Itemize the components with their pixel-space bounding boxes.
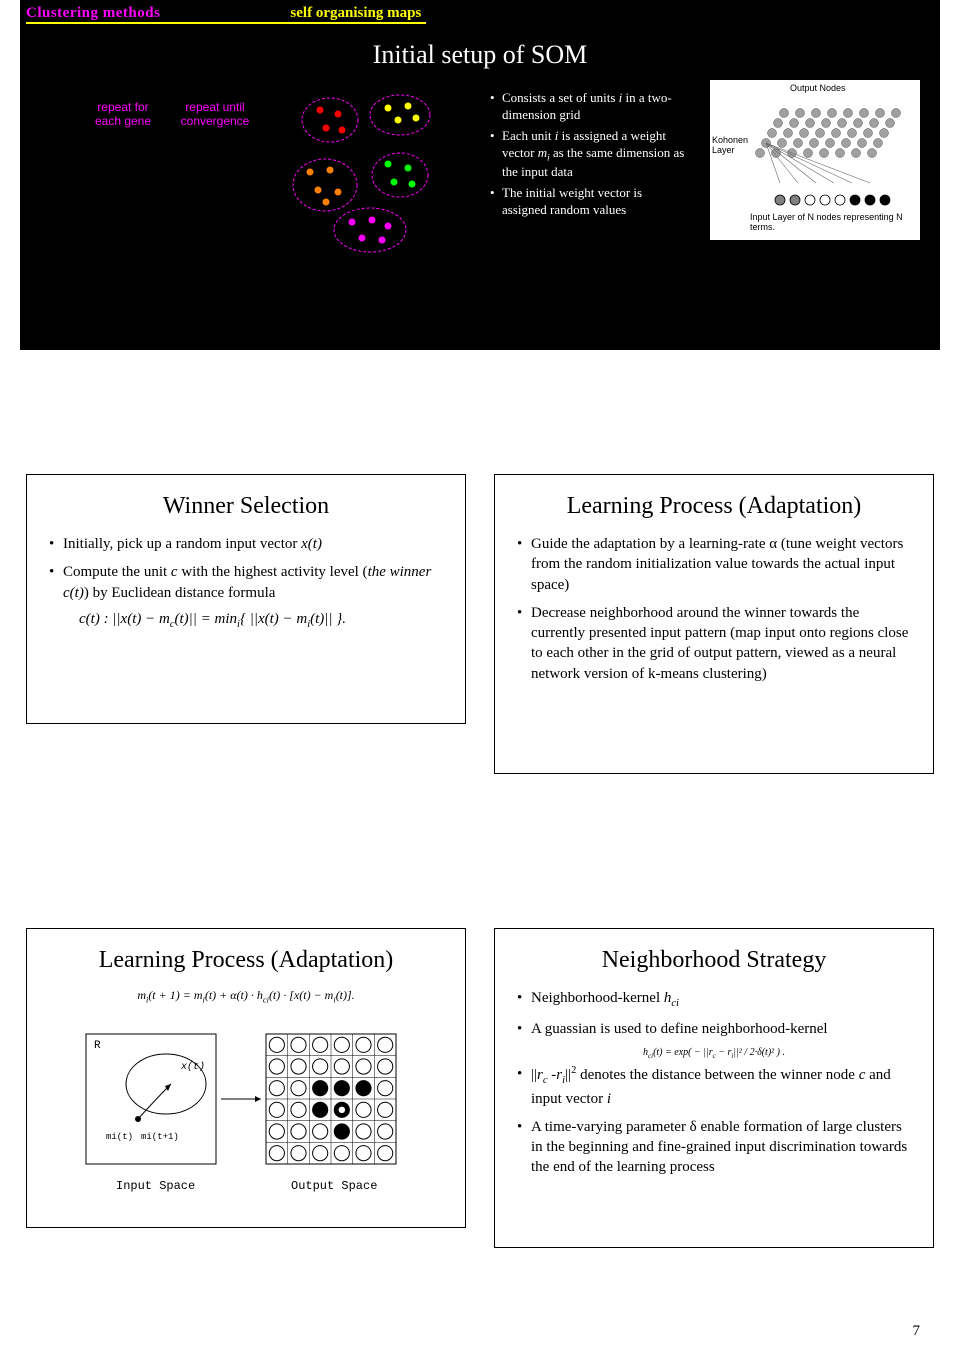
kohonen-input-label: Input Layer of N nodes representing N te… — [750, 212, 910, 232]
kohonen-output-label: Output Nodes — [790, 83, 846, 93]
svg-text:mi(t+1): mi(t+1) — [141, 1132, 179, 1142]
kohonen-layer-label: Kohonen Layer — [712, 135, 748, 155]
panel-learning-2: Learning Process (Adaptation) mi(t + 1) … — [26, 928, 466, 1228]
repeat-label-gene: repeat for each gene — [88, 100, 158, 129]
winner-formula: c(t) : ||x(t) − mc(t)|| = mini{ ||x(t) −… — [49, 611, 443, 630]
top-bullet: Consists a set of units i in a two-dimen… — [490, 90, 690, 124]
panel-winner-selection: Winner Selection Initially, pick up a ra… — [26, 474, 466, 724]
top-slide: Clustering methods self organising maps … — [20, 0, 940, 350]
slide-title: Initial setup of SOM — [20, 40, 940, 70]
panel-title: Winner Selection — [49, 493, 443, 520]
header-left: Clustering methods — [20, 5, 160, 22]
repeat-label-conv: repeat until convergence — [175, 100, 255, 129]
panel-learning-1: Learning Process (Adaptation) Guide the … — [494, 474, 934, 774]
som-cluster-diagram — [270, 80, 460, 260]
panel-neighborhood: Neighborhood Strategy Neighborhood-kerne… — [494, 928, 934, 1248]
kohonen-diagram: Output Nodes Kohonen Layer Input Layer o… — [710, 80, 920, 240]
top-bullet: The initial weight vector is assigned ra… — [490, 185, 690, 219]
svg-text:Output Space: Output Space — [291, 1179, 377, 1193]
neigh-formula: hci(t) = exp( − ||rc − ri||² / 2·δ(t)² )… — [517, 1047, 911, 1060]
panel-title: Learning Process (Adaptation) — [517, 493, 911, 520]
neigh-bullet: A time-varying parameter δ enable format… — [517, 1117, 911, 1178]
svg-text:Input Space: Input Space — [116, 1179, 195, 1193]
winner-bullets: Initially, pick up a random input vector… — [49, 534, 443, 603]
io-svg: x(t) mi(t) mi(t+1) R Input Space Output Space — [66, 1024, 426, 1204]
learn1-bullet: Guide the adaptation by a learning-rate … — [517, 534, 911, 595]
winner-bullet: Compute the unit c with the highest acti… — [49, 562, 443, 603]
neigh-bullet: A guassian is used to define neighborhoo… — [517, 1019, 911, 1039]
page: Clustering methods self organising maps … — [0, 0, 960, 1358]
neigh-bullet: ||rc -ri||2 denotes the distance between… — [517, 1064, 911, 1108]
top-bullets: Consists a set of units i in a two-dimen… — [490, 90, 690, 223]
winner-bullet: Initially, pick up a random input vector… — [49, 534, 443, 554]
neigh-bullets-top: Neighborhood-kernel hci A guassian is us… — [517, 988, 911, 1039]
learn1-bullet: Decrease neighborhood around the winner … — [517, 603, 911, 684]
svg-text:R: R — [94, 1040, 101, 1052]
header-underline — [26, 22, 426, 24]
learn1-bullets: Guide the adaptation by a learning-rate … — [517, 534, 911, 684]
neigh-bullet: Neighborhood-kernel hci — [517, 988, 911, 1011]
panel-title: Learning Process (Adaptation) — [49, 947, 443, 974]
io-diagram: x(t) mi(t) mi(t+1) R Input Space Output Space — [49, 1024, 443, 1209]
top-bullet: Each unit i is assigned a weight vector … — [490, 128, 690, 181]
header-right: self organising maps — [160, 5, 421, 22]
page-number: 7 — [913, 1323, 921, 1340]
svg-text:mi(t): mi(t) — [106, 1132, 133, 1142]
learn2-formula: mi(t + 1) = mi(t) + α(t) · hci(t) · [x(t… — [49, 988, 443, 1004]
panel-title: Neighborhood Strategy — [517, 947, 911, 974]
neigh-bullets-bottom: ||rc -ri||2 denotes the distance between… — [517, 1064, 911, 1177]
kohonen-grid — [750, 105, 910, 185]
svg-text:x(t): x(t) — [180, 1061, 205, 1073]
kohonen-input-row — [770, 190, 900, 210]
